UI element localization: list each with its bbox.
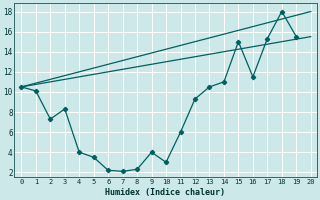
X-axis label: Humidex (Indice chaleur): Humidex (Indice chaleur) [105,188,225,197]
